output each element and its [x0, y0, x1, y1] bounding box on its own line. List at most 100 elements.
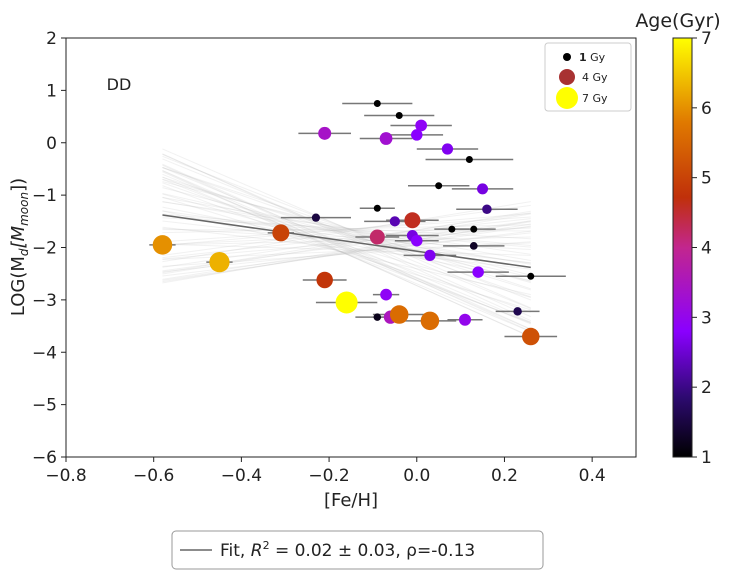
colorbar-tick-label: 6 — [701, 99, 712, 119]
bootstrap-line — [162, 193, 531, 298]
data-point — [369, 229, 385, 245]
bootstrap-line — [162, 170, 531, 338]
bootstrap-line — [162, 223, 531, 283]
data-point — [404, 212, 421, 229]
data-point — [482, 204, 492, 215]
bootstrap-line — [162, 187, 531, 282]
bootstrap-line — [162, 167, 531, 290]
size-legend: 1 Gy 4 Gy 7 Gy — [544, 42, 632, 112]
data-point — [380, 288, 392, 301]
colorbar-tick-label: 4 — [701, 239, 712, 259]
legend-marker-4gy — [559, 69, 575, 85]
bootstrap-line — [162, 173, 531, 325]
bootstrap-line — [162, 210, 531, 264]
data-point — [469, 242, 478, 250]
legend-marker-7gy — [556, 87, 578, 109]
bootstrap-line — [162, 192, 531, 278]
dd-annotation: DD — [107, 75, 132, 94]
data-points — [152, 99, 540, 346]
bootstrap-line — [162, 178, 531, 284]
bootstrap-line — [162, 226, 531, 270]
data-point — [424, 249, 436, 261]
bootstrap-line — [162, 178, 531, 324]
y-tick-label: 1 — [46, 81, 57, 101]
bootstrap-line — [162, 155, 531, 301]
data-point — [373, 204, 381, 212]
bootstrap-line — [162, 153, 531, 322]
bootstrap-line — [162, 171, 531, 338]
colorbar-tick-label: 1 — [701, 448, 712, 468]
y-tick-label: −4 — [32, 343, 57, 363]
y-axis-ticks: −6 −5 −4 −3 −2 −1 0 1 2 — [32, 29, 66, 468]
x-tick-label: −0.4 — [221, 466, 262, 486]
bootstrap-line — [162, 218, 531, 259]
data-point — [513, 307, 522, 316]
legend-marker-1gy — [563, 53, 571, 61]
bootstrap-line — [162, 213, 531, 247]
y-tick-label: −6 — [32, 448, 57, 468]
bootstrap-line — [162, 243, 531, 256]
x-tick-label: 0.0 — [403, 466, 430, 486]
bootstrap-line — [162, 148, 531, 309]
bootstrap-line — [162, 158, 531, 310]
bootstrap-line — [162, 220, 531, 284]
x-axis-ticks: −0.8 −0.6 −0.4 −0.2 0.0 0.2 0.4 — [45, 457, 606, 486]
x-tick-label: −0.6 — [133, 466, 174, 486]
data-point — [316, 271, 333, 289]
colorbar-tick-label: 5 — [701, 169, 712, 189]
data-point — [373, 313, 382, 321]
bootstrap-line — [162, 227, 531, 246]
y-tick-label: −3 — [32, 291, 57, 311]
data-point — [420, 311, 440, 331]
data-point — [389, 216, 400, 227]
bootstrap-line — [162, 181, 531, 276]
legend-label-4gy: 4 Gy — [582, 71, 608, 84]
data-point — [152, 235, 173, 255]
x-tick-label: −0.2 — [308, 466, 349, 486]
fit-legend-label: Fit, R2 = 0.02 ± 0.03, ρ=-0.13 — [220, 539, 475, 561]
data-point — [448, 225, 456, 233]
colorbar-tick-label: 2 — [701, 378, 712, 398]
bootstrap-line — [162, 212, 531, 247]
fit-legend: Fit, R2 = 0.02 ± 0.03, ρ=-0.13 — [171, 530, 544, 570]
legend-label-1gy: 1 Gy — [579, 51, 606, 64]
y-tick-label: −2 — [32, 239, 57, 259]
colorbar — [672, 37, 693, 458]
bootstrap-line — [162, 225, 531, 281]
bootstrap-line — [162, 215, 531, 248]
colorbar-title: Age(Gyr) — [635, 10, 720, 32]
bootstrap-line — [162, 182, 531, 313]
data-point — [318, 126, 332, 140]
bootstrap-line — [162, 204, 531, 256]
data-point — [522, 327, 540, 346]
data-point — [477, 183, 489, 195]
data-point — [441, 143, 454, 155]
x-axis-label: [Fe/H] — [324, 490, 378, 511]
bootstrap-line — [162, 216, 531, 243]
bootstrap-line — [162, 210, 531, 296]
colorbar-tick-label: 3 — [701, 308, 712, 328]
bootstrap-line — [162, 200, 531, 265]
data-point — [459, 313, 471, 326]
data-point — [435, 182, 443, 190]
y-tick-label: 2 — [46, 29, 57, 49]
y-tick-label: −1 — [32, 186, 57, 206]
bootstrap-line — [162, 153, 531, 318]
bootstrap-line — [162, 197, 531, 261]
bootstrap-line — [162, 169, 531, 330]
colorbar-tick-label: 7 — [701, 29, 712, 49]
bootstrap-line — [162, 224, 531, 234]
bootstrap-line — [162, 167, 531, 298]
data-point — [472, 266, 484, 278]
data-point — [379, 132, 393, 145]
x-tick-label: 0.2 — [491, 466, 518, 486]
colorbar-ticks: 1 2 3 4 5 6 7 — [692, 29, 712, 468]
data-point — [272, 224, 290, 242]
bootstrap-line — [162, 201, 531, 263]
bootstrap-line — [162, 176, 531, 291]
data-point — [411, 234, 423, 247]
bootstrap-line — [162, 229, 531, 232]
data-point — [470, 225, 478, 233]
data-point — [373, 99, 381, 107]
